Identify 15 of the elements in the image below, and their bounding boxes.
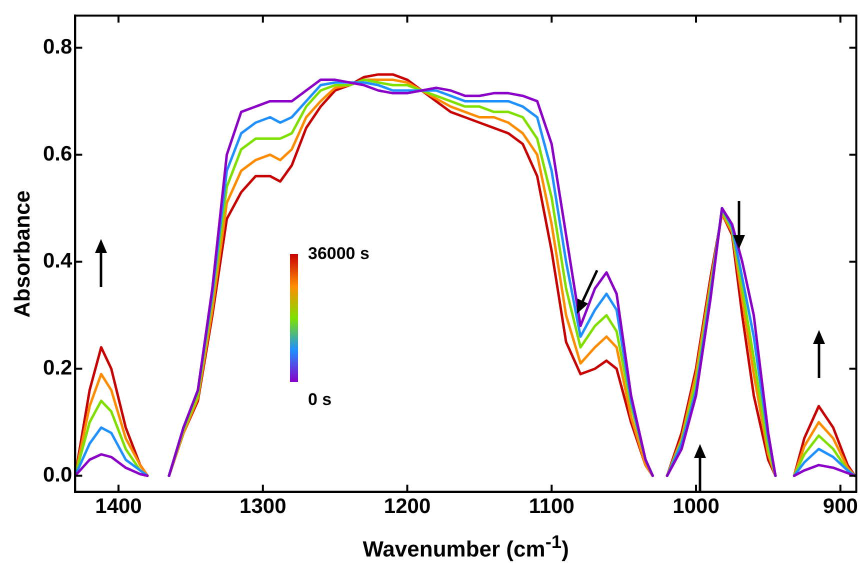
- annotation: 0 s: [308, 390, 332, 410]
- y-tick-label: 0.0: [42, 464, 72, 487]
- x-tick-label: 1200: [384, 495, 431, 518]
- annotation: 36000 s: [308, 244, 370, 264]
- y-tick-label: 0.4: [42, 250, 73, 273]
- x-tick-label: 1000: [672, 495, 720, 518]
- x-axis-title: Wavenumber (cm$^{-1}$): [362, 531, 569, 562]
- y-axis-title: Absorbance: [9, 190, 36, 318]
- x-tick-label: 900: [822, 495, 858, 518]
- y-tick-label: 0.6: [42, 142, 72, 166]
- y-tick-label: 0.8: [42, 36, 73, 58]
- x-tick-label: 1400: [95, 495, 142, 518]
- y-tick-label: 0.2: [42, 356, 72, 380]
- x-tick-label: 1300: [240, 495, 286, 518]
- x-tick-label: 1100: [528, 495, 574, 518]
